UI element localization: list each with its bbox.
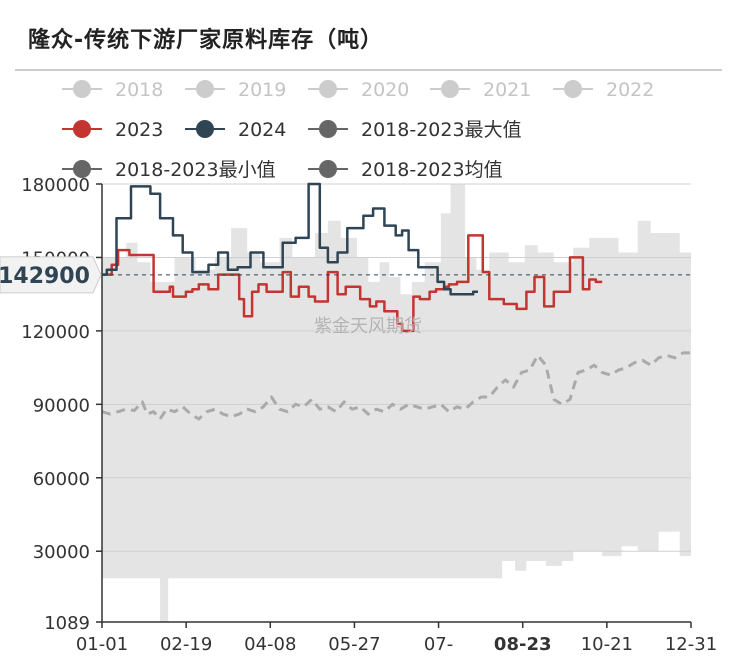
legend-label: 2021 [483, 79, 531, 101]
legend-marker-icon [73, 120, 91, 138]
series-line-2023 [102, 234, 603, 333]
legend-item-2018-2023均值[interactable]: 2018-2023均值 [308, 159, 503, 181]
legend-item-2019[interactable]: 2019 [185, 79, 286, 101]
legend-item-2022[interactable]: 2022 [553, 79, 654, 101]
pointer-label-box [0, 256, 102, 294]
legend-marker-icon [319, 160, 337, 178]
y-tick-label: 60000 [33, 469, 90, 490]
legend-marker-icon [319, 80, 337, 98]
legend-item-2018-2023最小值[interactable]: 2018-2023最小值 [62, 159, 276, 181]
legend-marker-icon [564, 80, 582, 98]
series-line-2018-2023均值 [101, 351, 691, 421]
x-tick-label: 05-27 [328, 634, 380, 655]
y-tick-label: 90000 [33, 395, 90, 416]
legend[interactable]: 2018 2019 2020 2021 2022 2023 2024 2018-2023最大值… [62, 79, 654, 181]
y-axis-pointer: 142900 [0, 256, 691, 294]
legend-item-2021[interactable]: 2021 [430, 79, 531, 101]
legend-label: 2020 [361, 79, 409, 101]
legend-item-2020[interactable]: 2020 [308, 79, 409, 101]
plot-area [101, 182, 691, 622]
legend-marker-icon [319, 120, 337, 138]
min-max-band [102, 184, 691, 622]
legend-label: 2018 [115, 79, 163, 101]
y-tick-label: 30000 [33, 542, 90, 563]
legend-marker-icon [441, 80, 459, 98]
x-tick-label: 10-21 [581, 634, 633, 655]
y-tick-label: 1089 [44, 613, 90, 634]
legend-label: 2019 [238, 79, 286, 101]
legend-label: 2022 [606, 79, 654, 101]
x-tick-label: 01-01 [76, 634, 128, 655]
legend-marker-icon [196, 80, 214, 98]
legend-item-2018[interactable]: 2018 [62, 79, 163, 101]
legend-marker-icon [73, 160, 91, 178]
x-tick-label: 07- [424, 634, 453, 655]
x-tick-label: 04-08 [244, 634, 296, 655]
x-tick-label: 02-19 [160, 634, 212, 655]
legend-item-2018-2023最大值[interactable]: 2018-2023最大值 [308, 119, 522, 141]
page-title: 隆众-传统下游厂家原料库存（吨） [28, 28, 384, 53]
legend-item-2024[interactable]: 2024 [185, 119, 286, 141]
legend-item-2023[interactable]: 2023 [62, 119, 163, 141]
y-tick-label: 180000 [21, 175, 90, 196]
legend-marker-icon [196, 120, 214, 138]
legend-label: 2018-2023最小值 [115, 159, 276, 181]
legend-label: 2018-2023均值 [361, 159, 503, 181]
series-line-2024 [102, 182, 478, 296]
y-tick-label: 120000 [21, 322, 90, 343]
watermark: 紫金天风期货 [314, 316, 422, 337]
legend-label: 2018-2023最大值 [361, 119, 522, 141]
legend-label: 2023 [115, 119, 163, 141]
pointer-label: 142900 [0, 264, 90, 289]
x-tick-label-highlight: 08-23 [494, 634, 552, 655]
x-tick-label: 12-31 [665, 634, 717, 655]
legend-marker-icon [73, 80, 91, 98]
legend-label: 2024 [238, 119, 286, 141]
